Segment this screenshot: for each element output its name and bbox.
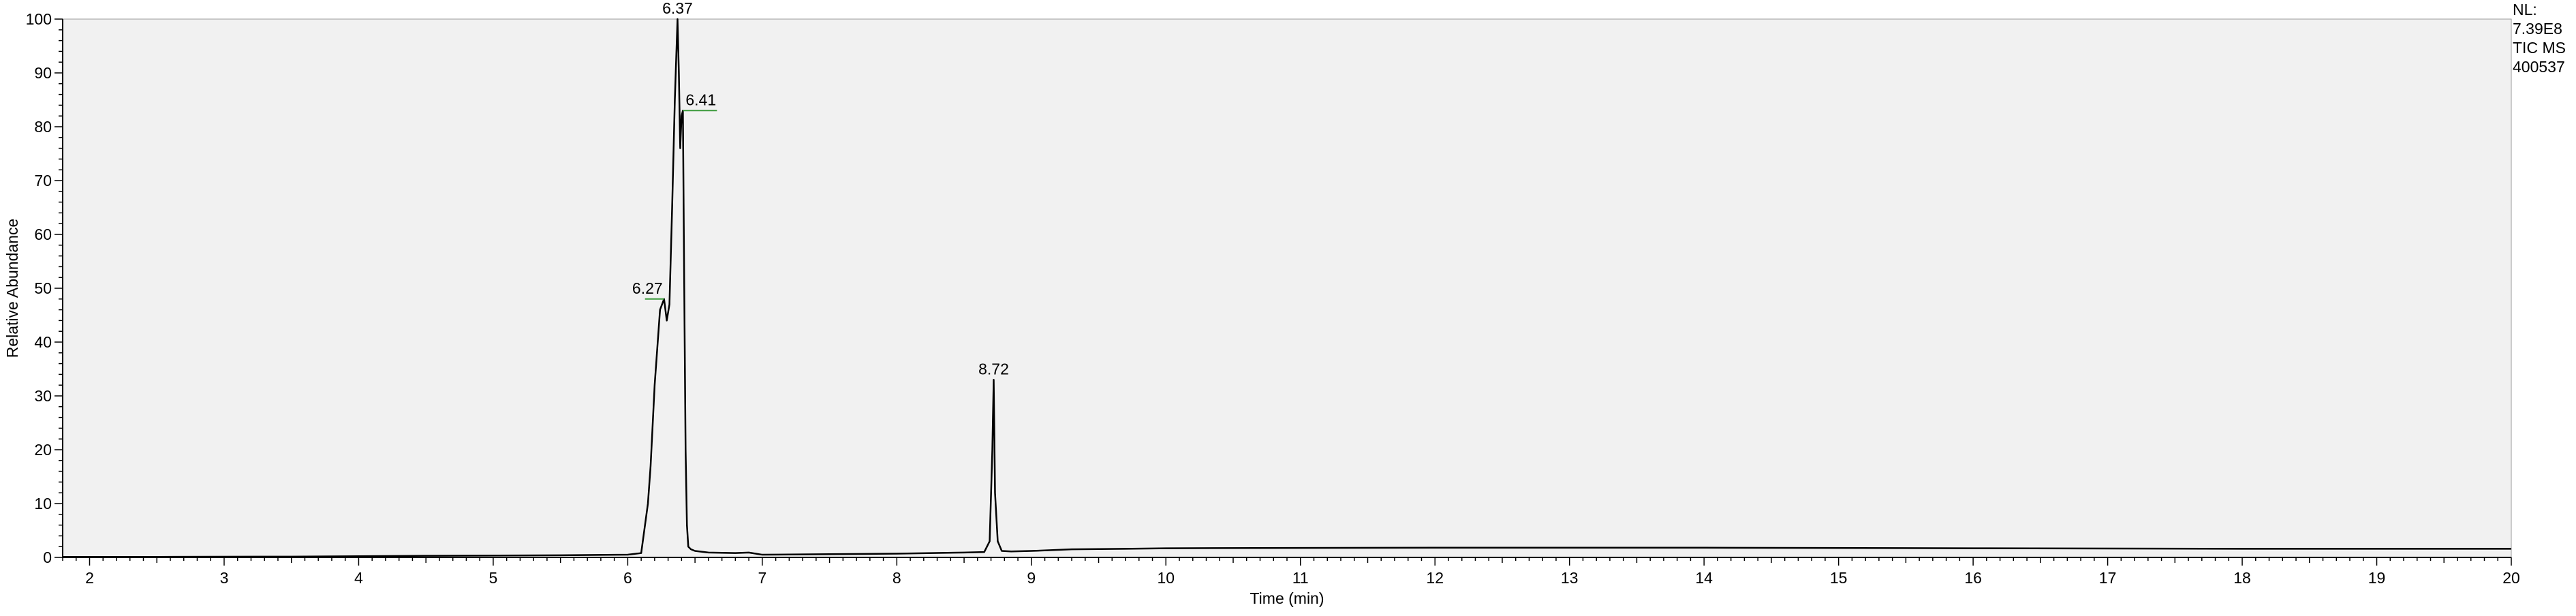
peak-annotations: 6.27 6.37 6.41 8.72 bbox=[632, 0, 1009, 378]
x-tick-label: 8 bbox=[893, 569, 901, 587]
peak-label: 8.72 bbox=[978, 360, 1009, 378]
peak-label: 6.41 bbox=[685, 91, 716, 108]
y-tick-label: 80 bbox=[34, 118, 52, 136]
y-tick-label: 100 bbox=[26, 10, 52, 28]
tic-trace-line bbox=[63, 18, 2511, 558]
x-tick-label: 14 bbox=[1695, 569, 1713, 587]
scan-info-panel: NL: 7.39E8 TIC MS 400537 bbox=[2513, 0, 2574, 76]
y-tick-label: 10 bbox=[34, 495, 52, 512]
x-tick-label: 16 bbox=[1964, 569, 1982, 587]
y-tick-label: 50 bbox=[34, 279, 52, 297]
sample-id: 400537 bbox=[2513, 58, 2565, 76]
x-tick-label: 20 bbox=[2502, 569, 2520, 587]
scan-filter: TIC MS bbox=[2513, 39, 2566, 57]
x-tick-label: 9 bbox=[1027, 569, 1036, 587]
x-tick-label: 5 bbox=[489, 569, 498, 587]
y-tick-label: 90 bbox=[34, 64, 52, 82]
y-axis-label: Relative Abundance bbox=[3, 219, 21, 358]
x-tick-label: 15 bbox=[1830, 569, 1848, 587]
y-tick-label: 0 bbox=[43, 549, 52, 566]
x-tick-label: 11 bbox=[1292, 569, 1309, 587]
x-tick-label: 19 bbox=[2368, 569, 2386, 587]
y-tick-label: 40 bbox=[34, 333, 52, 351]
x-tick-label: 18 bbox=[2233, 569, 2251, 587]
x-tick-label: 6 bbox=[623, 569, 632, 587]
plot-area bbox=[62, 18, 2512, 558]
x-tick-label: 17 bbox=[2099, 569, 2117, 587]
y-tick-label: 60 bbox=[34, 226, 52, 243]
nl-value: 7.39E8 bbox=[2513, 20, 2562, 37]
nl-label: NL: bbox=[2513, 1, 2537, 18]
x-tick-label: 3 bbox=[220, 569, 229, 587]
x-axis-ticks: 2 3 4 5 6 7 8 9 10 11 12 13 14 15 16 17 18 19 20 bbox=[62, 557, 2520, 587]
x-tick-label: 13 bbox=[1561, 569, 1579, 587]
y-tick-label: 20 bbox=[34, 441, 52, 459]
y-tick-label: 30 bbox=[34, 387, 52, 405]
y-axis-ticks: 0 10 20 30 40 50 60 70 80 90 100 bbox=[26, 10, 63, 566]
peak-label: 6.37 bbox=[662, 0, 693, 17]
x-tick-label: 2 bbox=[85, 569, 94, 587]
x-axis-label: Time (min) bbox=[1250, 589, 1324, 607]
x-tick-label: 7 bbox=[758, 569, 766, 587]
peak-label: 6.27 bbox=[632, 279, 663, 297]
x-tick-label: 4 bbox=[354, 569, 363, 587]
y-tick-label: 70 bbox=[34, 172, 52, 189]
x-tick-label: 10 bbox=[1157, 569, 1175, 587]
x-tick-label: 12 bbox=[1426, 569, 1444, 587]
